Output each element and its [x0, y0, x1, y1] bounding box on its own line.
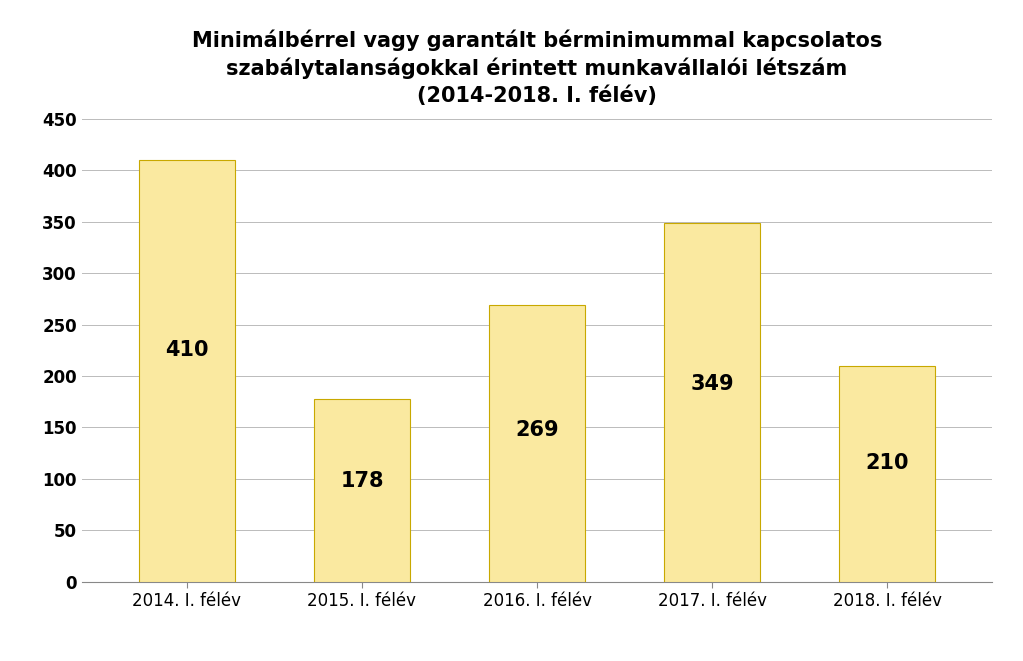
Text: 349: 349 — [691, 374, 733, 395]
Bar — [489, 305, 585, 582]
Text: 210: 210 — [865, 453, 909, 473]
Text: 269: 269 — [516, 420, 559, 440]
Text: 410: 410 — [165, 340, 209, 360]
Bar — [664, 223, 760, 582]
Title: Minimálbérrel vagy garantált bérminimummal kapcsolatos
szabálytalanságokkal érin: Minimálbérrel vagy garantált bérminimumm… — [192, 29, 882, 106]
Bar — [139, 160, 235, 582]
Bar — [839, 366, 935, 582]
Bar — [314, 399, 410, 582]
Text: 178: 178 — [341, 471, 384, 491]
